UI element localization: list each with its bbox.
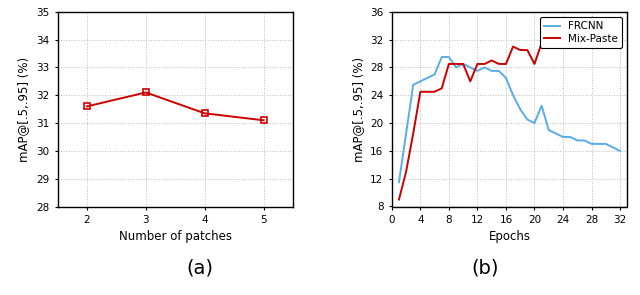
Mix-Paste [609, 37, 617, 40]
FRCNN [474, 69, 481, 73]
Line: Mix-Paste: Mix-Paste [399, 37, 620, 199]
Mix-Paste [438, 86, 445, 90]
Mix-Paste [502, 62, 510, 66]
Mix-Paste [516, 48, 524, 52]
FRCNN [595, 142, 602, 146]
Mix-Paste [531, 62, 538, 66]
FRCNN [467, 66, 474, 69]
Mix-Paste [602, 38, 610, 41]
FRCNN [452, 66, 460, 69]
FRCNN [431, 73, 438, 76]
Mix-Paste [538, 41, 545, 45]
Mix-Paste [495, 62, 502, 66]
Mix-Paste [595, 38, 602, 41]
Mix-Paste [431, 90, 438, 94]
Y-axis label: mAP@[.5,.95] (%): mAP@[.5,.95] (%) [17, 57, 31, 162]
FRCNN [460, 62, 467, 66]
FRCNN [531, 121, 538, 125]
Text: (a): (a) [186, 258, 214, 277]
FRCNN [538, 104, 545, 107]
FRCNN [566, 135, 574, 139]
Y-axis label: mAP@[.5,.95] (%): mAP@[.5,.95] (%) [352, 57, 365, 162]
Mix-Paste [509, 45, 517, 48]
Mix-Paste [410, 132, 417, 135]
Mix-Paste [616, 36, 624, 39]
FRCNN [403, 132, 410, 135]
Mix-Paste [559, 39, 567, 43]
Mix-Paste [417, 90, 424, 94]
Mix-Paste [580, 39, 588, 43]
Mix-Paste [524, 48, 531, 52]
FRCNN [516, 107, 524, 111]
Mix-Paste [488, 59, 495, 62]
FRCNN [410, 83, 417, 87]
Line: FRCNN: FRCNN [399, 57, 620, 182]
FRCNN [438, 55, 445, 59]
FRCNN [445, 55, 452, 59]
Mix-Paste [403, 170, 410, 173]
Mix-Paste [545, 41, 552, 45]
FRCNN [488, 69, 495, 73]
FRCNN [588, 142, 595, 146]
FRCNN [580, 139, 588, 142]
FRCNN [502, 76, 510, 80]
Mix-Paste [445, 62, 452, 66]
FRCNN [495, 69, 502, 73]
Mix-Paste [552, 41, 560, 45]
FRCNN [559, 135, 567, 139]
Mix-Paste [566, 39, 574, 43]
FRCNN [424, 76, 431, 80]
FRCNN [481, 66, 488, 69]
FRCNN [524, 118, 531, 121]
Legend: FRCNN, Mix-Paste: FRCNN, Mix-Paste [540, 17, 622, 48]
FRCNN [573, 139, 581, 142]
FRCNN [552, 132, 560, 135]
Mix-Paste [573, 39, 581, 43]
X-axis label: Epochs: Epochs [488, 230, 531, 243]
FRCNN [509, 94, 517, 97]
FRCNN [417, 80, 424, 83]
Mix-Paste [474, 62, 481, 66]
FRCNN [395, 180, 403, 184]
FRCNN [616, 149, 624, 153]
FRCNN [609, 146, 617, 149]
Mix-Paste [395, 198, 403, 201]
Mix-Paste [467, 80, 474, 83]
Mix-Paste [452, 62, 460, 66]
Mix-Paste [460, 62, 467, 66]
Mix-Paste [481, 62, 488, 66]
Mix-Paste [588, 39, 595, 43]
FRCNN [545, 128, 552, 132]
Mix-Paste [424, 90, 431, 94]
FRCNN [602, 142, 610, 146]
Text: (b): (b) [471, 258, 499, 277]
X-axis label: Number of patches: Number of patches [119, 230, 232, 243]
